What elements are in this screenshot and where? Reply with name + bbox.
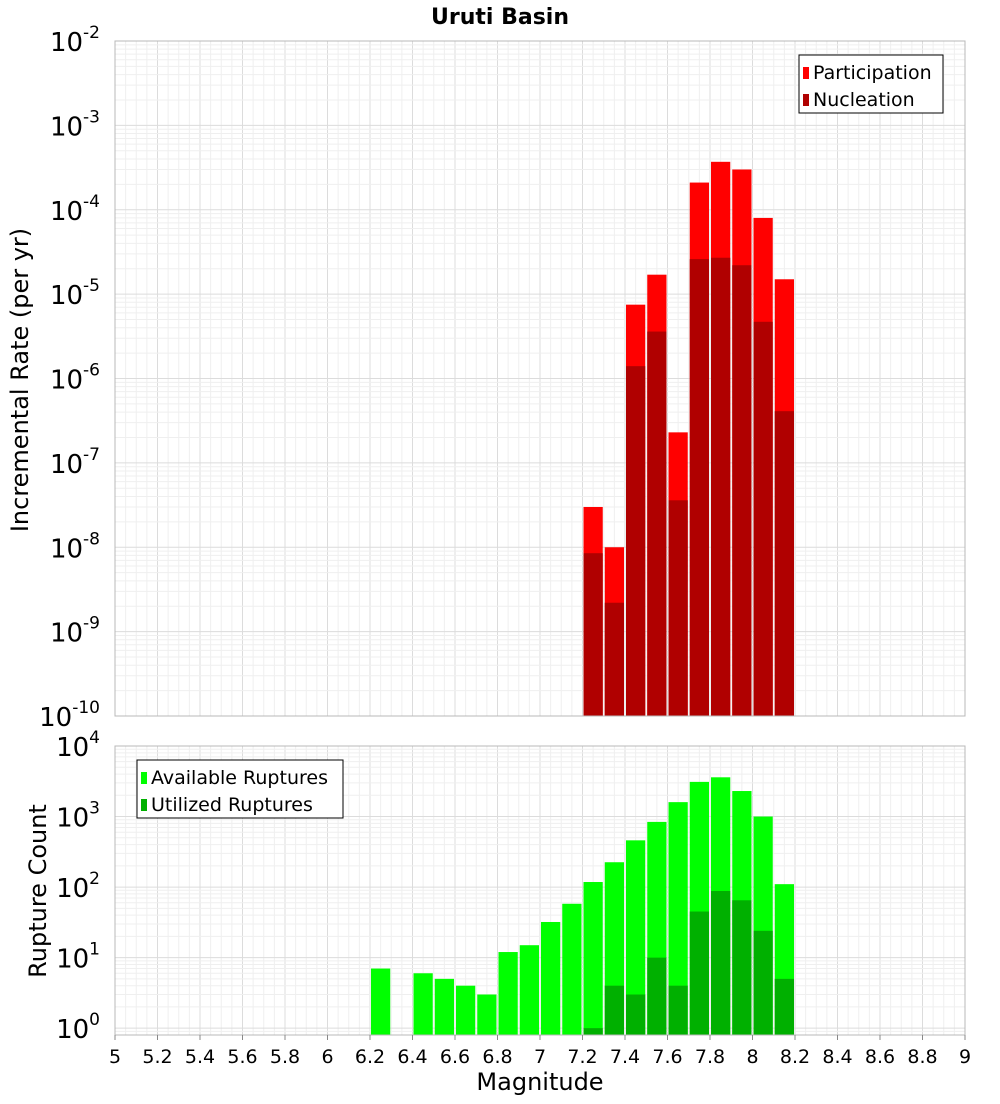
- y-tick-label: 10-6: [50, 361, 100, 396]
- y-tick-label: 10-10: [39, 698, 100, 733]
- y-tick-label: 10-8: [50, 529, 100, 564]
- y-tick-label: 101: [56, 940, 100, 975]
- bar-utilized-ruptures: [711, 890, 731, 1035]
- x-tick-label: 5.4: [185, 1046, 215, 1068]
- bar-nucleation: [604, 602, 624, 716]
- bar-available-ruptures: [541, 921, 561, 1035]
- legend-label: Available Ruptures: [151, 767, 328, 789]
- bar-available-ruptures: [626, 840, 646, 1035]
- x-tick-label: 8.2: [780, 1046, 810, 1068]
- x-tick-label: 5: [109, 1046, 121, 1068]
- x-tick-label: 6.2: [355, 1046, 385, 1068]
- plot-border: [114, 40, 966, 717]
- bar-nucleation: [732, 265, 752, 716]
- bar-available-ruptures: [562, 903, 582, 1035]
- y-tick-label: 100: [56, 1010, 100, 1045]
- legend-label: Utilized Ruptures: [151, 794, 313, 816]
- legend-swatch: [141, 799, 147, 811]
- plot-panel-2: 100 101 102 103 104 5 5.2 5.4 5.6 5.8 6 6.2 6.4 6.6 6.…: [56, 728, 971, 1068]
- x-tick-label: 6.8: [482, 1046, 512, 1068]
- x-tick-label: 7: [534, 1046, 546, 1068]
- y-tick-label: 102: [56, 869, 100, 904]
- x-tick-label: 7.8: [695, 1046, 725, 1068]
- x-tick-label: 5.8: [270, 1046, 300, 1068]
- bar-utilized-ruptures: [668, 985, 688, 1035]
- bar-available-ruptures: [668, 802, 688, 1035]
- x-tick-label: 6.6: [440, 1046, 470, 1068]
- bar-nucleation: [647, 331, 667, 716]
- bar-available-ruptures: [498, 952, 518, 1035]
- bar-nucleation: [711, 257, 731, 716]
- top-y-axis-label: Incremental Rate (per yr): [6, 228, 34, 532]
- legend-swatch: [803, 67, 809, 79]
- chart-title: Uruti Basin: [431, 5, 569, 30]
- bar-available-ruptures: [477, 994, 497, 1035]
- x-tick-label: 7.4: [610, 1046, 640, 1068]
- legend-box: [136, 759, 344, 819]
- y-tick-label: 103: [56, 799, 100, 834]
- bar-utilized-ruptures: [774, 978, 794, 1035]
- bar-utilized-ruptures: [689, 911, 709, 1035]
- x-tick-label: 5.6: [227, 1046, 257, 1068]
- bottom-y-axis-label: Rupture Count: [24, 804, 52, 978]
- bar-utilized-ruptures: [583, 1028, 603, 1035]
- bar-utilized-ruptures: [647, 957, 667, 1035]
- y-tick-label: 10-7: [50, 445, 100, 480]
- x-axis-label: Magnitude: [476, 1068, 603, 1096]
- y-tick-label: 10-2: [50, 23, 100, 58]
- bar-nucleation: [753, 321, 773, 716]
- bar-available-ruptures: [413, 973, 433, 1035]
- legend-label: Nucleation: [813, 89, 915, 111]
- bar-utilized-ruptures: [626, 994, 646, 1035]
- x-tick-label: 6.4: [397, 1046, 427, 1068]
- y-tick-label: 10-3: [50, 107, 100, 142]
- y-tick-label: 10-9: [50, 614, 100, 649]
- bar-available-ruptures: [456, 985, 476, 1035]
- y-tick-label: 10-4: [50, 192, 100, 227]
- y-tick-label: 104: [56, 728, 100, 763]
- bar-utilized-ruptures: [753, 930, 773, 1035]
- bar-utilized-ruptures: [732, 900, 752, 1035]
- y-tick-label: 10-5: [50, 276, 100, 311]
- bar-available-ruptures: [583, 882, 603, 1035]
- bar-nucleation: [668, 500, 688, 716]
- legend-swatch: [141, 772, 147, 784]
- legend-box: [798, 54, 944, 114]
- bar-available-ruptures: [371, 968, 391, 1035]
- plot-panel-1: 10-10 10-9 10-8 10-7 10-6 10-5 10-4 10-3 10-2 Par…: [39, 23, 966, 733]
- x-tick-label: 8.4: [822, 1046, 852, 1068]
- x-tick-label: 9: [959, 1046, 971, 1068]
- legend: Participation Nucleation: [798, 54, 944, 114]
- legend-swatch: [803, 94, 809, 106]
- bar-utilized-ruptures: [604, 985, 624, 1035]
- legend-label: Participation: [813, 62, 932, 84]
- bar-available-ruptures: [434, 978, 454, 1035]
- bar-available-ruptures: [519, 945, 539, 1035]
- x-tick-label: 8.6: [865, 1046, 895, 1068]
- x-tick-label: 7.2: [567, 1046, 597, 1068]
- bar-nucleation: [583, 553, 603, 716]
- bar-nucleation: [689, 259, 709, 716]
- bar-nucleation: [626, 366, 646, 716]
- x-tick-label: 6: [321, 1046, 333, 1068]
- plots-layer: 10-10 10-9 10-8 10-7 10-6 10-5 10-4 10-3 10-2 Par…: [39, 23, 971, 1068]
- bar-nucleation: [774, 411, 794, 716]
- x-tick-label: 7.6: [652, 1046, 682, 1068]
- legend: Available Ruptures Utilized Ruptures: [136, 759, 344, 819]
- x-tick-label: 5.2: [142, 1046, 172, 1068]
- x-tick-label: 8: [746, 1046, 758, 1068]
- x-tick-label: 8.8: [907, 1046, 937, 1068]
